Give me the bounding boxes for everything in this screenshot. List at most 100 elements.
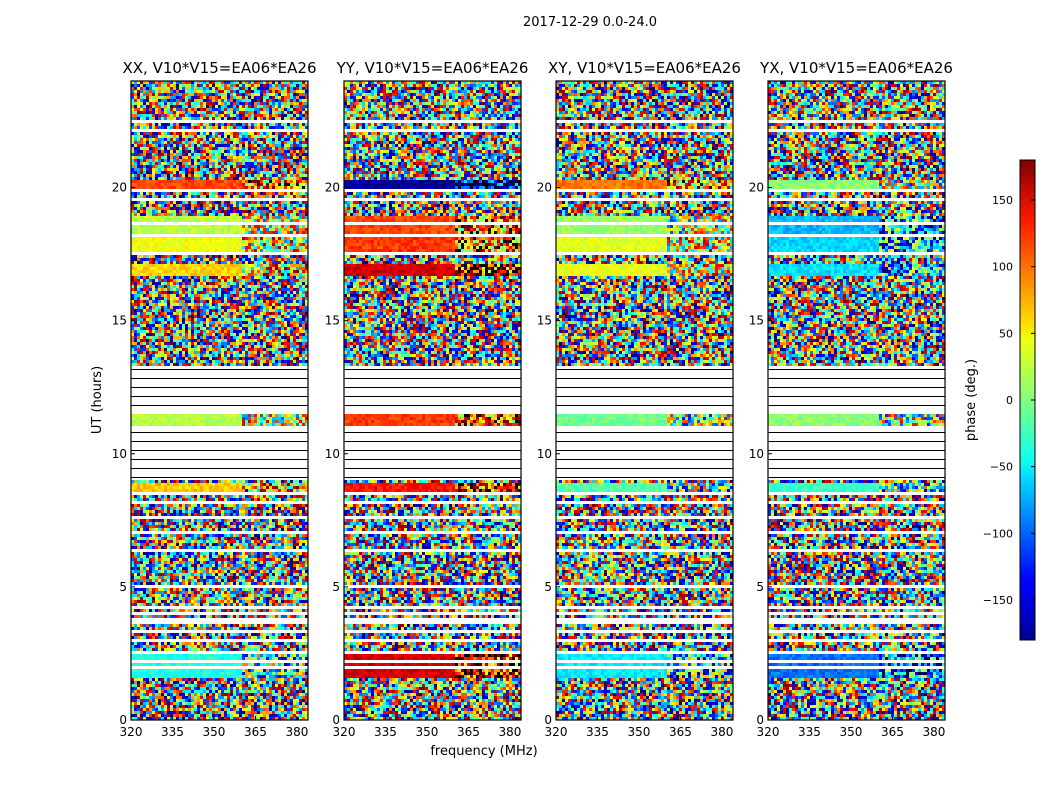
heatmap-cell [266,87,269,90]
heatmap-cell [293,237,296,240]
heatmap-cell [245,177,248,180]
heatmap-cell [155,174,158,177]
heatmap-cell [281,276,284,279]
heatmap-cell [182,330,185,333]
heatmap-cell [248,258,251,261]
heatmap-cell [305,324,308,327]
heatmap-cell [245,312,248,315]
heatmap-cell [260,321,263,324]
heatmap-cell [281,264,284,267]
heatmap-cell [188,279,191,282]
heatmap-cell [146,225,149,228]
heatmap-cell [140,318,143,321]
heatmap-cells [131,81,308,720]
heatmap-cell [269,306,272,309]
heatmap-cell [176,150,179,153]
heatmap-cell [218,270,221,273]
heatmap-cell [278,282,281,285]
heatmap-cell [176,135,179,138]
heatmap-cell [212,318,215,321]
heatmap-cell [155,348,158,351]
heatmap-cell [170,348,173,351]
heatmap-cell [296,270,299,273]
heatmap-cell [191,81,194,84]
heatmap-cell [299,279,302,282]
heatmap-cell [158,204,161,207]
heatmap-cell [200,219,203,222]
heatmap-cell [266,270,269,273]
heatmap-cell [236,246,239,249]
heatmap-cell [293,348,296,351]
heatmap-cell [134,186,137,189]
heatmap-cell [287,228,290,231]
heatmap-cell [269,84,272,87]
heatmap-cell [203,219,206,222]
heatmap-cell [137,144,140,147]
heatmap-cell [167,150,170,153]
heatmap-cell [305,90,308,93]
heatmap-cell [161,108,164,111]
heatmap-cell [131,354,134,357]
heatmap-cell [158,153,161,156]
heatmap-cell [218,174,221,177]
heatmap-cell [212,219,215,222]
heatmap-cell [254,186,257,189]
heatmap-cell [164,186,167,189]
heatmap-cell [278,228,281,231]
heatmap-cell [260,171,263,174]
heatmap-cell [182,135,185,138]
heatmap-cell [203,165,206,168]
heatmap-cell [287,351,290,354]
heatmap-cell [230,273,233,276]
heatmap-cell [191,327,194,330]
heatmap-cell [152,216,155,219]
heatmap-cell [152,135,155,138]
heatmap-cell [299,219,302,222]
heatmap-cell [158,108,161,111]
heatmap-cell [152,243,155,246]
heatmap-cell [254,264,257,267]
heatmap-cell [263,117,266,120]
heatmap-cell [257,327,260,330]
heatmap-cell [161,180,164,183]
heatmap-cell [260,330,263,333]
heatmap-cell [236,183,239,186]
heatmap-cell [227,153,230,156]
heatmap-cell [239,291,242,294]
heatmap-cell [212,186,215,189]
heatmap-cell [215,231,218,234]
heatmap-cell [254,96,257,99]
heatmap-cell [161,282,164,285]
heatmap-cell [221,318,224,321]
heatmap-cell [179,279,182,282]
heatmap-cell [266,228,269,231]
heatmap-cell [236,267,239,270]
heatmap-cell [245,303,248,306]
heatmap-cell [287,303,290,306]
heatmap-cell [134,108,137,111]
heatmap-cell [290,105,293,108]
heatmap-cell [242,297,245,300]
heatmap-cell [167,312,170,315]
heatmap-cell [284,258,287,261]
heatmap-cell [140,297,143,300]
heatmap-cell [191,276,194,279]
heatmap-cell [137,327,140,330]
heatmap-cell [224,246,227,249]
heatmap-cell [272,102,275,105]
heatmap-cell [233,330,236,333]
heatmap-cell [146,240,149,243]
heatmap-cell [293,303,296,306]
heatmap-cell [152,132,155,135]
heatmap-cell [167,240,170,243]
heatmap-cell [155,306,158,309]
heatmap-cell [293,153,296,156]
heatmap-cell [272,180,275,183]
heatmap-cell [182,240,185,243]
heatmap-cell [194,171,197,174]
heatmap-cell [272,183,275,186]
heatmap-cell [185,99,188,102]
heatmap-cell [158,321,161,324]
heatmap-cell [134,228,137,231]
heatmap-cell [146,294,149,297]
